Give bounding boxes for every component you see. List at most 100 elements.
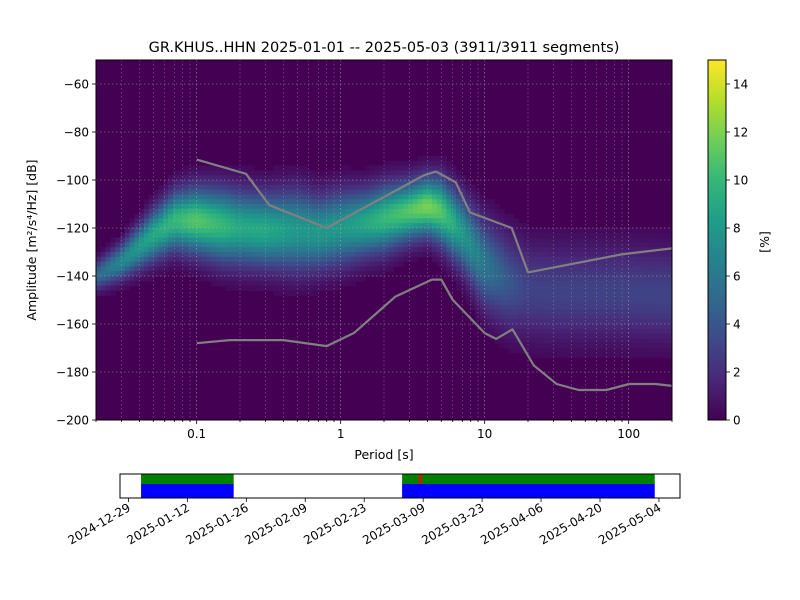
heatmap-cell: [628, 343, 635, 349]
heatmap-cell: [552, 338, 558, 344]
heatmap-cell: [124, 266, 131, 272]
heatmap-cell: [590, 314, 596, 320]
heatmap-cell: [513, 218, 519, 224]
heatmap-cell: [638, 237, 644, 243]
heatmap-cell: [312, 256, 318, 263]
heatmap-cell: [427, 175, 433, 181]
heatmap-cell: [244, 189, 251, 195]
heatmap-cell: [100, 280, 107, 287]
heatmap-cell: [556, 295, 563, 301]
heatmap-cell: [288, 208, 294, 215]
heatmap-cell: [436, 247, 443, 253]
heatmap-cell: [662, 290, 668, 296]
heatmap-cell: [326, 232, 332, 239]
heatmap-cell: [504, 295, 510, 301]
heatmap-cell: [667, 290, 672, 296]
heatmap-cell: [403, 237, 409, 243]
heatmap-cell: [360, 276, 366, 282]
heatmap-cell: [196, 266, 203, 272]
heatmap-cell: [537, 232, 543, 239]
heatmap-cell: [273, 170, 279, 176]
heatmap-cell: [595, 333, 601, 339]
heatmap-cell: [350, 247, 356, 253]
heatmap-cell: [667, 343, 672, 349]
heatmap-cell: [451, 204, 457, 210]
heatmap-cell: [528, 232, 534, 239]
heatmap-cell: [580, 319, 587, 325]
heatmap-cell: [172, 252, 179, 258]
heatmap-cell: [600, 232, 606, 239]
heatmap-cell: [480, 242, 486, 248]
heatmap-cell: [172, 242, 179, 248]
heatmap-cell: [552, 261, 558, 267]
heatmap-cell: [537, 324, 543, 330]
heatmap-cell: [105, 280, 111, 287]
heatmap-cell: [542, 252, 548, 258]
heatmap-cell: [182, 252, 188, 258]
heatmap-cell: [417, 213, 423, 219]
heatmap-cell: [235, 180, 241, 186]
heatmap-cell: [364, 242, 371, 248]
heatmap-cell: [513, 261, 519, 267]
heatmap-cell: [518, 348, 524, 354]
heatmap-cell: [283, 175, 289, 181]
heatmap-cell: [201, 208, 207, 215]
heatmap-cell: [364, 232, 371, 239]
heatmap-cell: [667, 333, 672, 339]
heatmap-cell: [561, 309, 567, 315]
heatmap-cell: [465, 228, 471, 234]
heatmap-cell: [441, 160, 447, 167]
heatmap-cell: [355, 252, 361, 258]
heatmap-cell: [292, 194, 299, 200]
heatmap-cell: [264, 271, 270, 277]
heatmap-cell: [470, 204, 476, 210]
heatmap-cell: [489, 300, 495, 306]
heatmap-cell: [172, 175, 179, 181]
heatmap-cell: [273, 218, 279, 224]
heatmap-cell: [316, 276, 323, 282]
heatmap-cell: [475, 208, 481, 215]
heatmap-cell: [638, 252, 644, 258]
heatmap-cell: [561, 319, 567, 325]
heatmap-cell: [364, 208, 371, 215]
heatmap-cell: [211, 199, 217, 205]
heatmap-cell: [480, 218, 486, 224]
heatmap-cell: [384, 213, 390, 219]
heatmap-cell: [556, 304, 563, 311]
heatmap-cell: [403, 160, 409, 167]
heatmap-cell: [619, 228, 625, 234]
heatmap-cell: [196, 180, 203, 186]
heatmap-cell: [158, 189, 164, 195]
heatmap-cell: [556, 252, 563, 258]
heatmap-cell: [537, 328, 543, 335]
heatmap-cell: [177, 204, 183, 210]
heatmap-cell: [436, 180, 443, 186]
heatmap-cell: [398, 247, 404, 253]
heatmap-cell: [201, 228, 207, 234]
heatmap-cell: [604, 343, 611, 349]
heatmap-cell: [417, 184, 423, 191]
heatmap-cell: [518, 276, 524, 282]
heatmap-cell: [158, 204, 164, 210]
heatmap-cell: [187, 223, 193, 229]
heatmap-cell: [508, 309, 515, 315]
heatmap-cell: [249, 271, 255, 277]
heatmap-cell: [412, 252, 419, 258]
heatmap-cell: [590, 232, 596, 239]
heatmap-cell: [652, 352, 659, 359]
heatmap-cell: [489, 290, 495, 296]
heatmap-cell: [355, 276, 361, 282]
heatmap-cell: [595, 338, 601, 344]
heatmap-cell: [326, 184, 332, 191]
heatmap-cell: [398, 256, 404, 263]
heatmap-cell: [374, 170, 380, 176]
heatmap-cell: [288, 218, 294, 224]
heatmap-cell: [196, 261, 203, 267]
heatmap-cell: [417, 180, 423, 186]
heatmap-cell: [292, 256, 299, 263]
heatmap-cell: [374, 204, 380, 210]
heatmap-cell: [499, 242, 505, 248]
heatmap-cell: [489, 261, 495, 267]
heatmap-cell: [393, 218, 399, 224]
heatmap-cell: [168, 199, 174, 205]
